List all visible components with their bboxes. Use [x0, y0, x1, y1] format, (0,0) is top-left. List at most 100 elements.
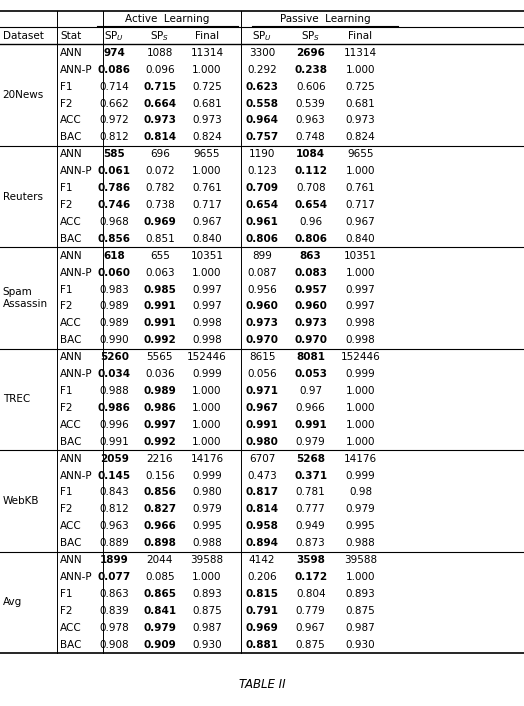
Text: F1: F1 — [60, 82, 73, 92]
Text: 0.827: 0.827 — [143, 504, 177, 515]
Text: 0.757: 0.757 — [245, 133, 279, 143]
Text: 0.558: 0.558 — [246, 99, 278, 109]
Text: SP$_S$: SP$_S$ — [150, 29, 169, 43]
Text: 11314: 11314 — [190, 48, 224, 58]
Text: 0.973: 0.973 — [246, 318, 278, 328]
Text: 1.000: 1.000 — [192, 403, 222, 413]
Text: 0.839: 0.839 — [100, 606, 129, 616]
Text: 0.988: 0.988 — [192, 538, 222, 548]
Text: 3300: 3300 — [249, 48, 275, 58]
Text: 0.034: 0.034 — [97, 369, 131, 379]
Text: 2216: 2216 — [147, 454, 173, 464]
Text: 0.123: 0.123 — [247, 166, 277, 176]
Text: 0.972: 0.972 — [100, 116, 129, 126]
Text: 0.172: 0.172 — [294, 572, 328, 582]
Text: 0.967: 0.967 — [346, 217, 375, 227]
Text: 0.804: 0.804 — [296, 589, 325, 599]
Text: 0.973: 0.973 — [346, 116, 375, 126]
Text: 0.875: 0.875 — [346, 606, 375, 616]
Text: 0.875: 0.875 — [296, 640, 325, 650]
Text: 0.971: 0.971 — [246, 386, 278, 396]
Text: 618: 618 — [103, 251, 125, 261]
Text: 0.966: 0.966 — [296, 403, 325, 413]
Text: 0.997: 0.997 — [346, 301, 375, 311]
Text: ANN: ANN — [60, 555, 83, 565]
Text: ANN: ANN — [60, 454, 83, 464]
Text: Dataset: Dataset — [3, 31, 43, 41]
Text: F2: F2 — [60, 99, 73, 109]
Text: 0.238: 0.238 — [294, 65, 327, 75]
Text: BAC: BAC — [60, 437, 82, 447]
Text: 0.664: 0.664 — [143, 99, 177, 109]
Text: 0.717: 0.717 — [192, 200, 222, 210]
Text: 0.98: 0.98 — [349, 487, 372, 498]
Text: 0.096: 0.096 — [145, 65, 174, 75]
Text: 0.956: 0.956 — [247, 285, 277, 294]
Text: 0.292: 0.292 — [247, 65, 277, 75]
Text: F2: F2 — [60, 606, 73, 616]
Text: 696: 696 — [150, 149, 170, 160]
Text: 0.970: 0.970 — [246, 335, 278, 345]
Text: ANN: ANN — [60, 149, 83, 160]
Text: 0.856: 0.856 — [98, 234, 130, 244]
Text: 1.000: 1.000 — [192, 437, 222, 447]
Text: 2044: 2044 — [147, 555, 173, 565]
Text: 0.077: 0.077 — [97, 572, 131, 582]
Text: 0.997: 0.997 — [192, 301, 222, 311]
Text: 0.539: 0.539 — [296, 99, 325, 109]
Text: F2: F2 — [60, 403, 73, 413]
Text: 0.473: 0.473 — [247, 470, 277, 481]
Text: 1.000: 1.000 — [346, 437, 375, 447]
Text: 0.748: 0.748 — [296, 133, 325, 143]
Text: 5565: 5565 — [147, 352, 173, 362]
Text: 1.000: 1.000 — [192, 166, 222, 176]
Text: ACC: ACC — [60, 623, 82, 633]
Text: 0.817: 0.817 — [245, 487, 279, 498]
Text: 863: 863 — [300, 251, 322, 261]
Text: 5268: 5268 — [296, 454, 325, 464]
Text: 0.958: 0.958 — [246, 521, 278, 531]
Text: 0.991: 0.991 — [100, 437, 129, 447]
Text: 0.056: 0.056 — [247, 369, 277, 379]
Text: 0.873: 0.873 — [296, 538, 325, 548]
Text: 1084: 1084 — [296, 149, 325, 160]
Text: 0.989: 0.989 — [100, 318, 129, 328]
Text: Avg: Avg — [3, 597, 22, 607]
Text: 0.709: 0.709 — [246, 183, 278, 193]
Text: 0.806: 0.806 — [294, 234, 327, 244]
Text: 1.000: 1.000 — [346, 65, 375, 75]
Text: 9655: 9655 — [194, 149, 220, 160]
Text: ACC: ACC — [60, 521, 82, 531]
Text: 0.908: 0.908 — [100, 640, 129, 650]
Text: 39588: 39588 — [344, 555, 377, 565]
Text: ACC: ACC — [60, 217, 82, 227]
Text: 0.973: 0.973 — [192, 116, 222, 126]
Text: 0.999: 0.999 — [192, 470, 222, 481]
Text: 0.967: 0.967 — [246, 403, 278, 413]
Text: 0.989: 0.989 — [100, 301, 129, 311]
Text: 0.991: 0.991 — [294, 420, 327, 430]
Text: 0.995: 0.995 — [346, 521, 375, 531]
Text: 0.999: 0.999 — [346, 369, 375, 379]
Text: ANN-P: ANN-P — [60, 470, 93, 481]
Text: 0.996: 0.996 — [100, 420, 129, 430]
Text: 0.856: 0.856 — [144, 487, 176, 498]
Text: Final: Final — [348, 31, 373, 41]
Text: 0.708: 0.708 — [296, 183, 325, 193]
Text: 0.979: 0.979 — [346, 504, 375, 515]
Text: 4142: 4142 — [249, 555, 275, 565]
Text: 0.898: 0.898 — [144, 538, 176, 548]
Text: 0.998: 0.998 — [192, 335, 222, 345]
Text: ANN: ANN — [60, 352, 83, 362]
Text: SP$_S$: SP$_S$ — [301, 29, 320, 43]
Text: 0.824: 0.824 — [192, 133, 222, 143]
Text: 0.979: 0.979 — [192, 504, 222, 515]
Text: 0.973: 0.973 — [294, 318, 327, 328]
Text: 0.662: 0.662 — [100, 99, 129, 109]
Text: 1.000: 1.000 — [192, 386, 222, 396]
Text: BAC: BAC — [60, 234, 82, 244]
Text: 0.991: 0.991 — [246, 420, 278, 430]
Text: 0.960: 0.960 — [246, 301, 278, 311]
Text: 0.063: 0.063 — [145, 268, 174, 277]
Text: 1.000: 1.000 — [192, 420, 222, 430]
